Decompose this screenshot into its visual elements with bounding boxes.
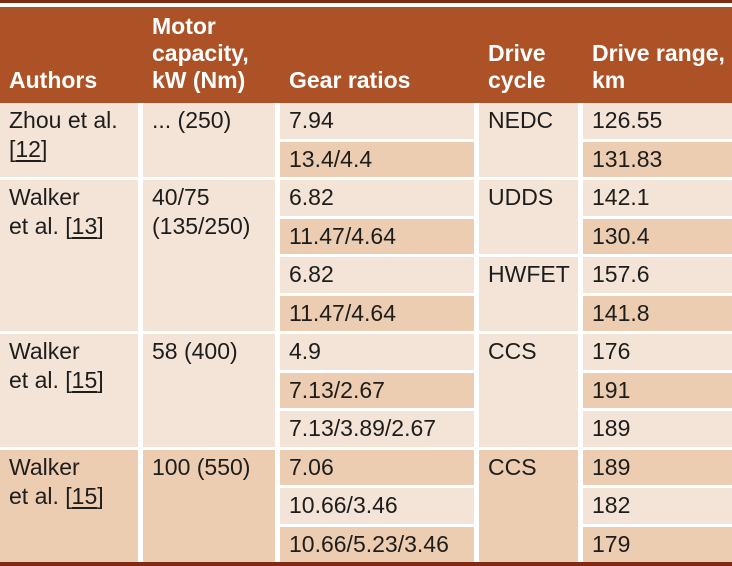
authors-cell: Walker et al. [13]	[0, 180, 138, 331]
gear-ratio-cell: 10.66/5.23/3.46	[280, 526, 474, 562]
citation-link-13[interactable]: 13	[71, 213, 98, 239]
gear-ratio-cell: 7.06	[280, 449, 474, 485]
author-name-line: Walker	[9, 453, 80, 480]
motor-capacity-cell: ... (250)	[143, 103, 275, 177]
gear-ratio-cell: 11.47/4.64	[280, 218, 474, 254]
author-name-line: Walker	[9, 338, 80, 364]
drive-range-cell: 142.1	[583, 180, 732, 216]
gear-ratio-cell: 10.66/3.46	[280, 488, 474, 524]
citation-link-15[interactable]: 15	[71, 482, 98, 509]
table-header-row: Authors Motor capacity, kW (Nm) Gear rat…	[0, 7, 732, 103]
ref-prefix: et al. [	[9, 367, 72, 393]
motor-capacity-cell: 40/75 (135/250)	[143, 180, 275, 331]
drive-range-cell: 141.8	[583, 295, 732, 331]
header-gear-ratios: Gear ratios	[289, 67, 411, 93]
drive-cycle-cell: UDDS	[479, 180, 578, 254]
author-name-line: Walker	[9, 184, 80, 210]
ref-bracket-close: ]	[40, 136, 48, 162]
author-ref-line: et al. [15]	[9, 482, 134, 511]
drive-range-cell: 130.4	[583, 218, 732, 254]
ref-prefix: et al. [	[9, 482, 72, 509]
table-bottom-rule	[0, 562, 732, 566]
drive-range-cell: 179	[583, 526, 732, 562]
authors-cell: Zhou et al. [12]	[0, 103, 138, 177]
drive-range-cell: 157.6	[583, 257, 732, 293]
author-ref-line: et al. [13]	[9, 212, 134, 241]
ref-bracket-close: ]	[97, 367, 104, 393]
drive-range-cell: 176	[583, 334, 732, 370]
header-motor-capacity: Motor capacity, kW (Nm)	[152, 13, 249, 93]
drive-cycle-cell: NEDC	[479, 103, 578, 177]
ref-prefix: et al. [	[9, 213, 72, 239]
gear-ratio-cell: 11.47/4.64	[280, 295, 474, 331]
citation-link-15[interactable]: 15	[71, 367, 98, 393]
ref-bracket-open: [	[9, 136, 16, 162]
gear-ratio-cell: 7.13/2.67	[280, 372, 474, 408]
gear-ratio-cell: 6.82	[280, 257, 474, 293]
drive-range-cell: 189	[583, 411, 732, 447]
ref-bracket-close: ]	[97, 482, 104, 509]
gear-ratio-cell: 13.4/4.4	[280, 141, 474, 177]
gear-ratio-cell: 7.13/3.89/2.67	[280, 411, 474, 447]
drive-range-cell: 182	[583, 488, 732, 524]
authors-cell: Walker et al. [15]	[0, 449, 138, 562]
gear-ratio-cell: 7.94	[280, 103, 474, 139]
author-name-line: Zhou et al.	[9, 107, 118, 133]
drive-range-cell: 126.55	[583, 103, 732, 139]
gear-ratio-cell: 4.9	[280, 334, 474, 370]
drive-range-cell: 189	[583, 449, 732, 485]
ref-bracket-close: ]	[97, 213, 104, 239]
table-top-rule	[0, 0, 732, 3]
header-drive-range: Drive range, km	[592, 40, 725, 93]
author-ref-line: [12]	[9, 135, 134, 164]
gear-ratio-cell: 6.82	[280, 180, 474, 216]
drive-cycle-cell: CCS	[479, 334, 578, 447]
author-ref-line: et al. [15]	[9, 366, 134, 395]
header-authors: Authors	[9, 67, 98, 93]
motor-capacity-cell: 100 (550)	[143, 449, 275, 562]
citation-link-12[interactable]: 12	[15, 136, 41, 162]
header-drive-cycle: Drive cycle	[488, 40, 546, 93]
authors-cell: Walker et al. [15]	[0, 334, 138, 447]
drive-range-cell: 191	[583, 372, 732, 408]
motor-capacity-cell: 58 (400)	[143, 334, 275, 447]
table-top-gap	[0, 3, 732, 7]
drive-cycle-cell: CCS	[479, 449, 578, 562]
drive-range-cell: 131.83	[583, 141, 732, 177]
drive-cycle-cell: HWFET	[479, 257, 578, 331]
table-body: Zhou et al. [12] ... (250) 7.94 NEDC 126…	[0, 103, 732, 562]
